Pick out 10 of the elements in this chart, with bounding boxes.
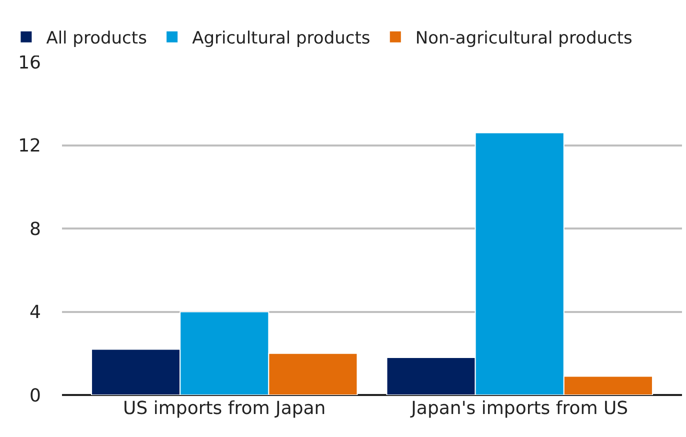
legend-label: Agricultural products [192, 28, 370, 49]
y-tick-label: 8 [30, 218, 41, 240]
legend-label: Non-agricultural products [415, 28, 633, 49]
y-tick-label: 0 [30, 385, 41, 406]
y-tick-label: 4 [30, 302, 41, 324]
y-tick-label: 16 [18, 52, 41, 74]
y-tick-label: 12 [18, 136, 41, 157]
x-tick-label: US imports from Japan [123, 398, 326, 419]
x-tick-label: Japan's imports from US [410, 398, 628, 419]
legend-label: All products [46, 28, 148, 49]
